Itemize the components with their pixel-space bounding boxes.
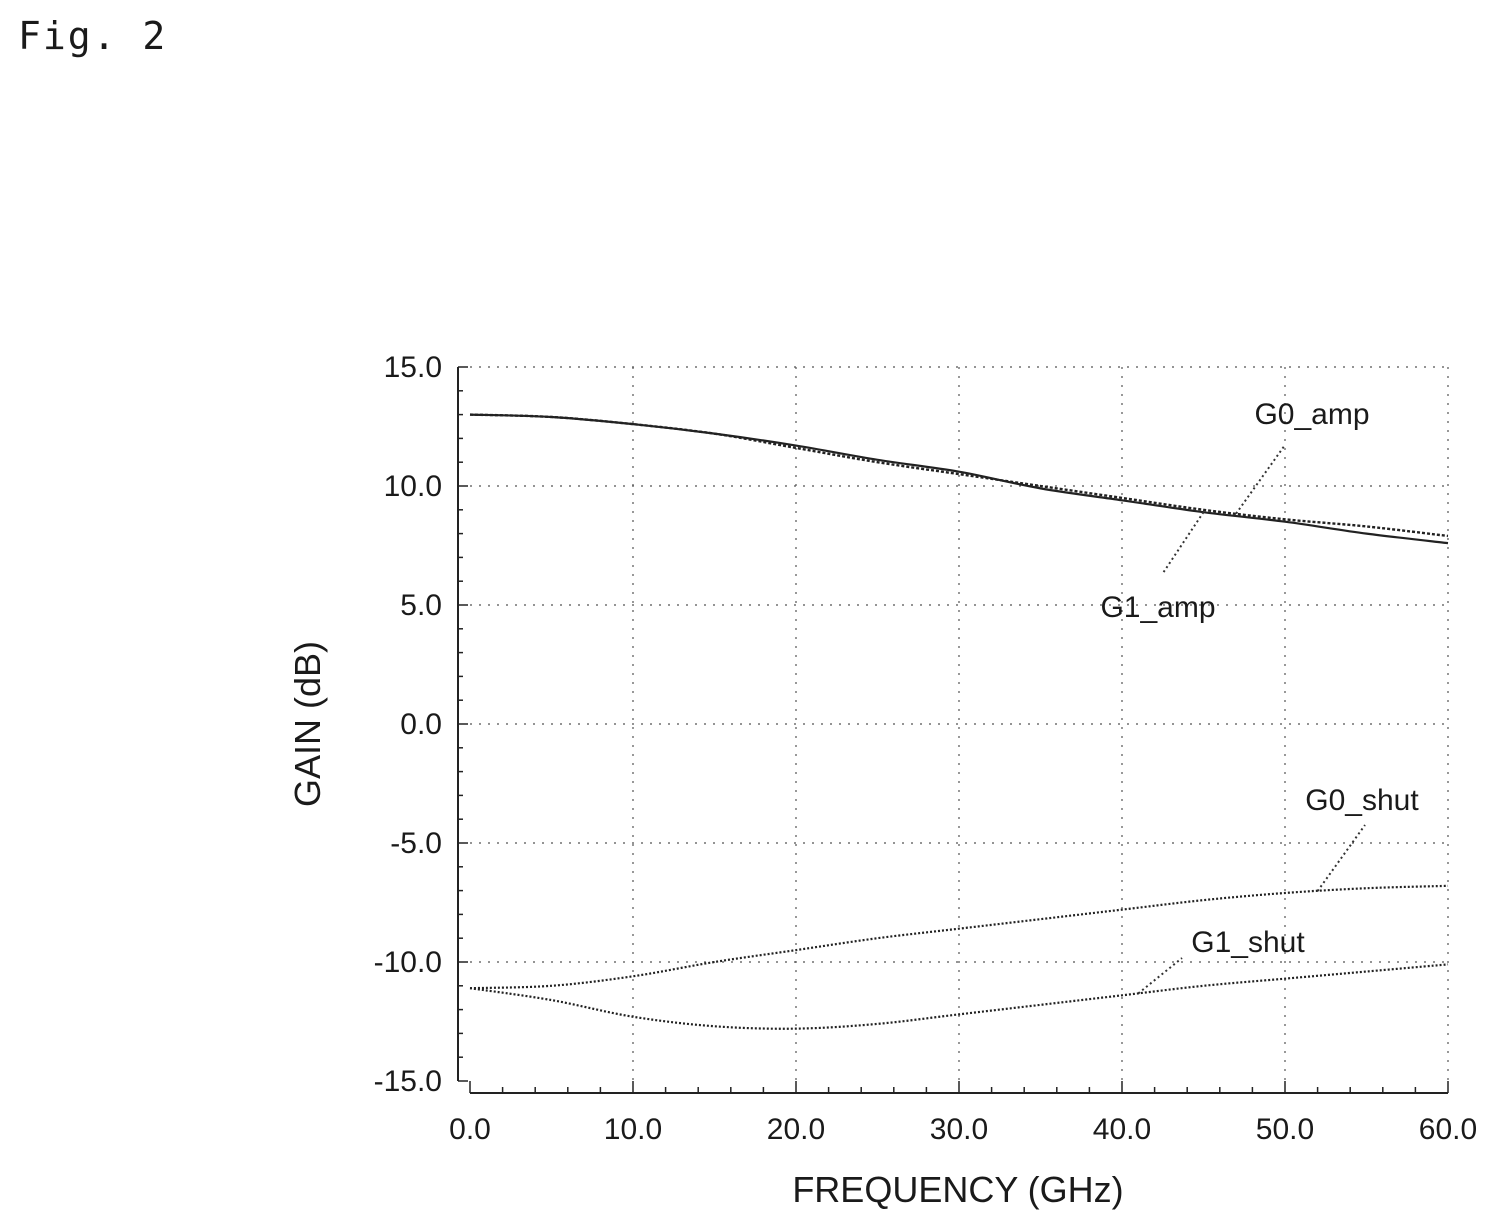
series-label-g0-amp: G0_amp — [1254, 398, 1369, 431]
series-line-g0-shut — [469, 884, 1449, 990]
grid — [470, 366, 1449, 1081]
series-label-g0-shut: G0_shut — [1305, 784, 1419, 817]
leader-line-g0-amp — [1235, 444, 1286, 515]
series-annotations: G0_amp G1_amp G0_shut G1_shut — [1100, 398, 1419, 995]
series-line-g1-amp — [469, 413, 1449, 545]
y-tick-label: -5.0 — [390, 827, 442, 860]
leader-line-g0-shut — [1316, 824, 1366, 892]
y-tick-label: -15.0 — [374, 1065, 442, 1098]
y-tick-label: 10.0 — [384, 470, 442, 503]
x-tick-label: 30.0 — [930, 1113, 988, 1146]
x-tick-label: 60.0 — [1419, 1113, 1477, 1146]
figure-label: Fig. 2 — [18, 14, 168, 58]
y-tick-label: -10.0 — [374, 946, 442, 979]
y-tick-label: 0.0 — [400, 708, 442, 741]
tick-labels: 0.0 10.0 20.0 30.0 40.0 50.0 60.0 15.0 10.0 5.0 0.… — [374, 351, 1478, 1146]
series-line-g0-amp — [469, 413, 1449, 538]
y-axis-title: GAIN (dB) — [287, 641, 328, 807]
x-tick-label: 40.0 — [1093, 1113, 1151, 1146]
leader-line-g1-amp — [1162, 511, 1205, 574]
leader-line-g1-shut — [1137, 957, 1183, 995]
series-line-g1-shut — [469, 963, 1449, 1030]
series-label-g1-shut: G1_shut — [1191, 926, 1305, 959]
x-tick-label: 10.0 — [604, 1113, 662, 1146]
x-tick-label: 0.0 — [449, 1113, 491, 1146]
axes — [457, 366, 1449, 1094]
y-tick-label: 15.0 — [384, 351, 442, 384]
series-lines — [469, 413, 1449, 1030]
series-label-g1-amp: G1_amp — [1100, 591, 1215, 624]
x-axis-title: FREQUENCY (GHz) — [792, 1169, 1123, 1210]
x-tick-label: 50.0 — [1256, 1113, 1314, 1146]
x-tick-label: 20.0 — [767, 1113, 825, 1146]
y-tick-label: 5.0 — [400, 589, 442, 622]
